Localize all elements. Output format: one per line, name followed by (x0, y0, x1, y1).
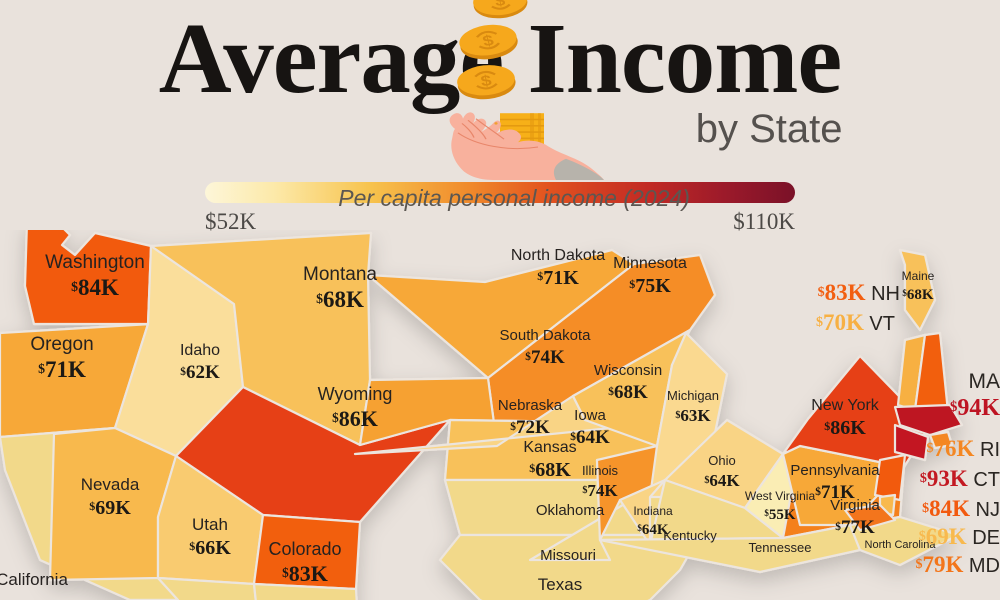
svg-text:Nevada: Nevada (81, 475, 140, 494)
svg-text:Tennessee: Tennessee (749, 540, 812, 555)
svg-text:$77K: $77K (835, 517, 875, 538)
svg-text:$68K: $68K (608, 382, 648, 403)
svg-text:Illinois: Illinois (582, 463, 619, 478)
svg-text:California: California (0, 570, 68, 589)
svg-text:$83K: $83K (282, 561, 328, 586)
svg-text:$70K VT: $70K VT (816, 310, 895, 335)
svg-text:Minnesota: Minnesota (613, 255, 687, 272)
svg-text:New York: New York (811, 397, 880, 414)
svg-text:$69K DE: $69K DE (919, 524, 1000, 549)
svg-text:$93K CT: $93K CT (920, 466, 1000, 491)
svg-text:$72K: $72K (510, 417, 550, 438)
svg-text:$68K: $68K (316, 287, 364, 312)
svg-text:Missouri: Missouri (540, 547, 596, 564)
svg-text:$79K MD: $79K MD (915, 552, 1000, 577)
svg-text:$71K: $71K (38, 357, 86, 382)
svg-text:$71K: $71K (537, 267, 579, 289)
svg-text:$64K: $64K (704, 471, 740, 490)
svg-text:Michigan: Michigan (667, 388, 719, 403)
svg-text:MA: MA (969, 370, 1000, 393)
svg-text:$86K: $86K (824, 417, 866, 439)
svg-text:$75K: $75K (629, 275, 671, 297)
svg-text:$62K: $62K (180, 362, 220, 383)
svg-text:North Dakota: North Dakota (511, 247, 605, 264)
svg-text:$71K: $71K (815, 482, 855, 503)
svg-text:Colorado: Colorado (268, 539, 341, 559)
svg-text:Nebraska: Nebraska (498, 397, 563, 414)
svg-text:$74K: $74K (525, 347, 565, 368)
svg-text:$55K: $55K (764, 507, 796, 523)
svg-text:Ohio: Ohio (708, 453, 735, 468)
svg-text:Pennsylvania: Pennsylvania (790, 462, 880, 479)
svg-text:Montana: Montana (303, 264, 377, 285)
svg-text:South Dakota: South Dakota (500, 327, 592, 344)
svg-text:$94K: $94K (950, 395, 1000, 421)
svg-text:$69K: $69K (89, 497, 131, 519)
svg-text:Oregon: Oregon (30, 334, 93, 355)
svg-text:$84K: $84K (71, 275, 119, 300)
svg-text:Texas: Texas (538, 575, 582, 594)
svg-text:$: $ (494, 0, 507, 10)
svg-text:Maine: Maine (902, 269, 935, 283)
svg-text:$84K NJ: $84K NJ (922, 496, 1000, 521)
svg-text:$83K NH: $83K NH (818, 280, 900, 305)
svg-text:Iowa: Iowa (574, 407, 606, 424)
svg-text:$68K: $68K (529, 459, 571, 481)
svg-text:$64K: $64K (570, 427, 610, 448)
svg-text:$74K: $74K (582, 481, 618, 500)
svg-text:Kansas: Kansas (523, 439, 576, 456)
svg-text:$86K: $86K (332, 406, 378, 431)
svg-text:Kentucky: Kentucky (663, 528, 717, 543)
svg-text:West Virginia: West Virginia (745, 489, 816, 503)
svg-text:Utah: Utah (192, 515, 228, 534)
svg-text:$63K: $63K (675, 406, 711, 425)
svg-text:Wisconsin: Wisconsin (594, 362, 662, 379)
svg-text:Washington: Washington (45, 252, 145, 273)
svg-text:$76K RI: $76K RI (927, 436, 1000, 461)
svg-text:Oklahoma: Oklahoma (536, 502, 605, 519)
svg-text:Idaho: Idaho (180, 342, 220, 359)
svg-text:Wyoming: Wyoming (318, 384, 393, 404)
svg-text:$66K: $66K (189, 537, 231, 559)
svg-text:$68K: $68K (902, 287, 934, 303)
svg-text:Indiana: Indiana (633, 504, 673, 518)
